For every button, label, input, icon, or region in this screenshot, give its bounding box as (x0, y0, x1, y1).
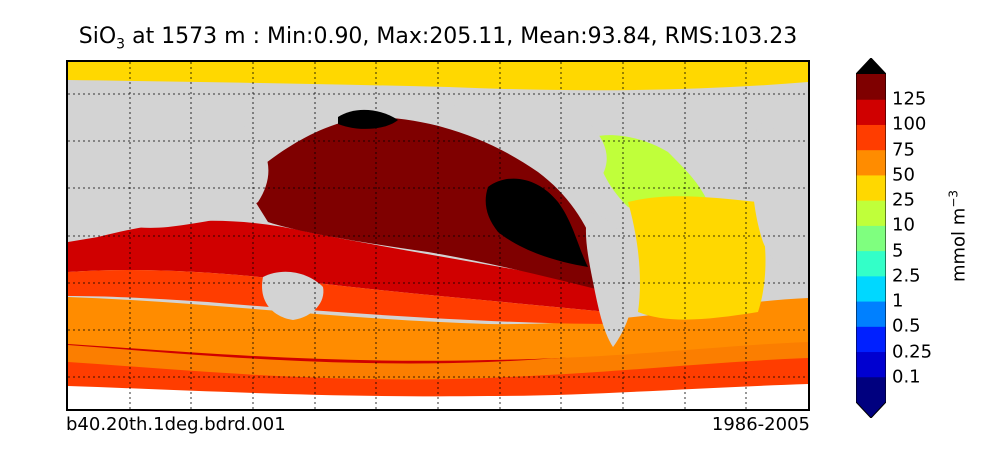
east-pacific-black (485, 178, 588, 267)
south-america-land (585, 212, 635, 347)
colorbar-segment (856, 376, 886, 403)
southern-redorange-band (68, 358, 808, 397)
colorbar-graphic (856, 58, 886, 418)
colorbar-segment (856, 250, 886, 277)
colorbar-extend-low (856, 402, 886, 418)
north-pacific-black (338, 109, 398, 129)
map-title: SiO3 at 1573 m : Min:0.90, Max:205.11, M… (78, 24, 798, 53)
colorbar-tick-label: 75 (892, 139, 915, 161)
colorbar-tick-label: 1 (892, 290, 904, 312)
pacific-darkred (243, 117, 608, 292)
colorbar-tick-label: 2.5 (892, 265, 921, 287)
colorbar-tick-label: 0.25 (892, 341, 933, 363)
colorbar-segment (856, 124, 886, 151)
year-range: 1986-2005 (711, 414, 810, 435)
north-america-land (448, 87, 607, 183)
africa-land (752, 122, 808, 270)
case-name: b40.20th.1deg.bdrd.001 (66, 414, 286, 435)
grid-lines (68, 62, 808, 409)
colorbar-extend-high (856, 58, 886, 74)
colorbar-segment (856, 149, 886, 176)
south-atlantic-yellow (628, 196, 766, 320)
map-plot-area (66, 60, 810, 411)
colorbar-tick-label: 0.5 (892, 315, 921, 337)
colorbar-segment (856, 174, 886, 201)
colorbar-segment (856, 301, 886, 327)
colorbar-unit-label: mmol m−3 (946, 189, 970, 283)
colorbar-segment (856, 326, 886, 353)
global-map (68, 62, 808, 409)
colorbar-tick-label: 100 (892, 113, 927, 135)
colorbar-segment (856, 200, 886, 226)
north-atlantic-green (593, 135, 708, 211)
colorbar-tick-label: 5 (892, 240, 904, 262)
colorbar-segment (856, 275, 886, 302)
colorbar-tick-label: 50 (892, 164, 915, 186)
eurasia-land (68, 82, 269, 228)
southern-orange-band-2 (68, 338, 808, 381)
colorbar-tick-label: 0.1 (892, 366, 921, 388)
australia-land (262, 271, 324, 320)
colorbar-tick-label: 10 (892, 214, 915, 236)
colorbar-segment (856, 225, 886, 252)
colorbar-segment (856, 99, 886, 125)
colorbar (856, 58, 886, 418)
colorbar-tick-label: 125 (892, 88, 927, 110)
colorbar-tick-label: 25 (892, 189, 915, 211)
indian-ocean-redorange (68, 270, 608, 324)
colorbar-segment (856, 351, 886, 378)
indian-ocean-red (68, 220, 608, 312)
colorbar-segment (856, 74, 886, 100)
